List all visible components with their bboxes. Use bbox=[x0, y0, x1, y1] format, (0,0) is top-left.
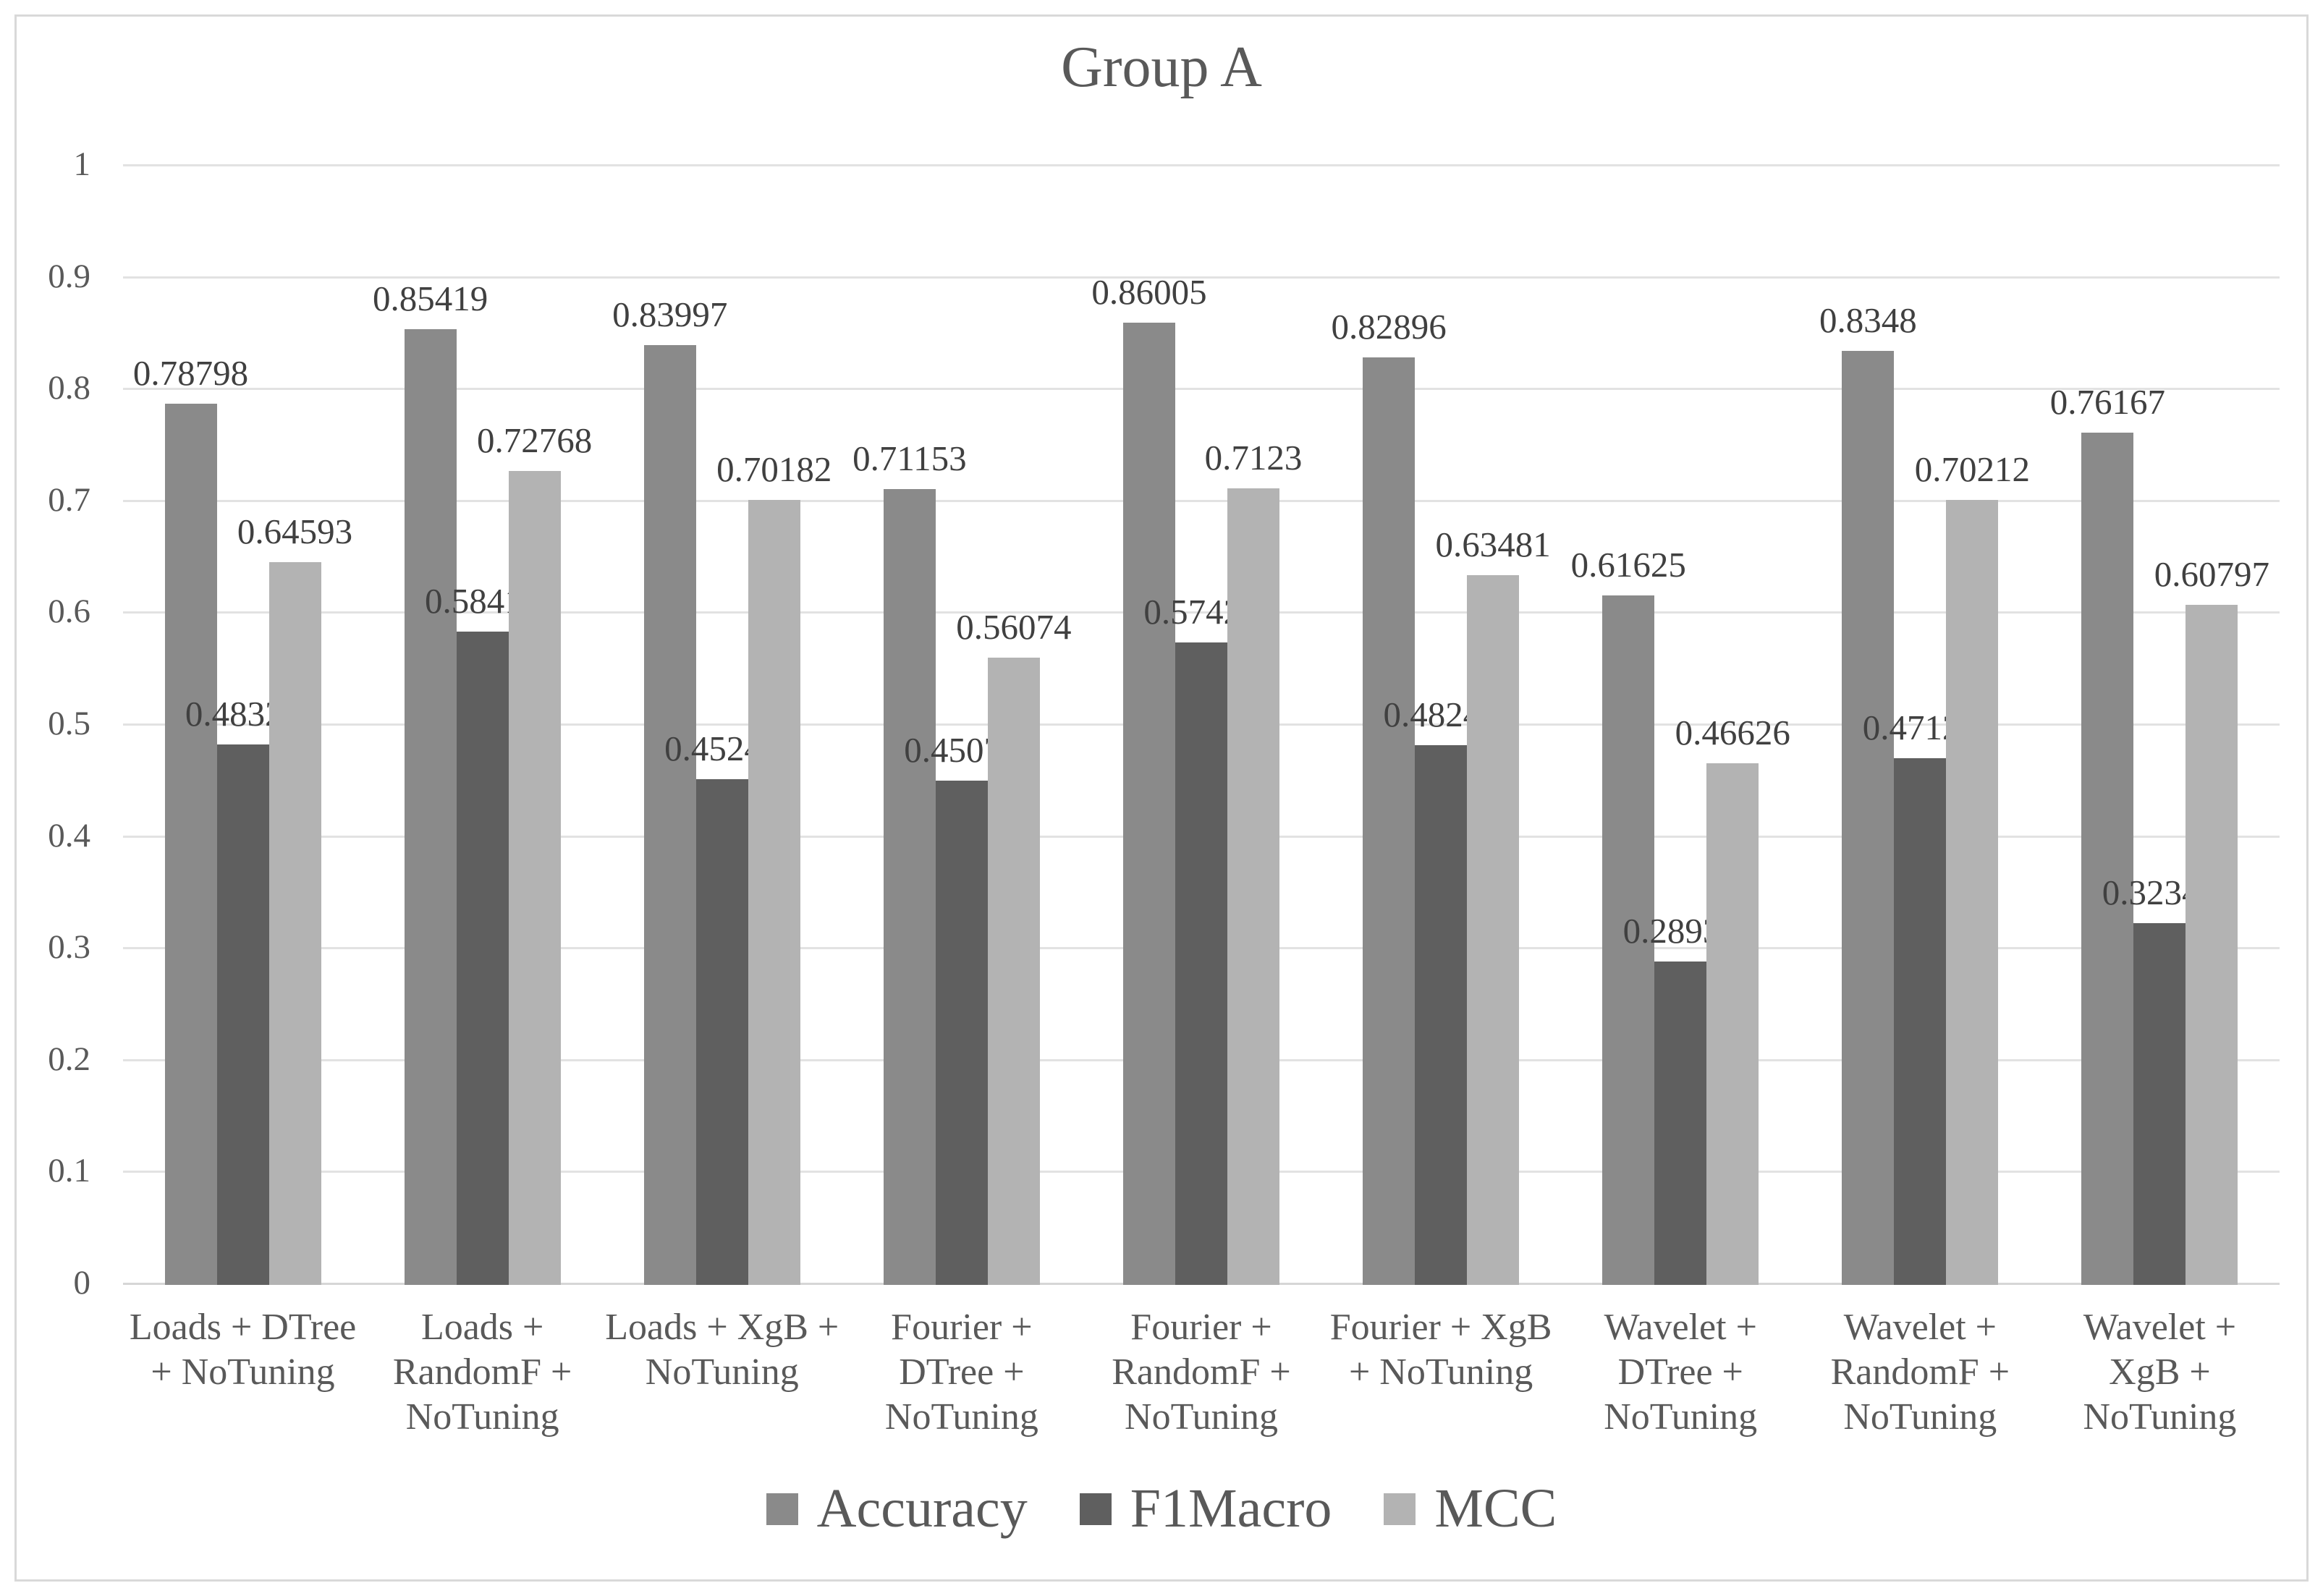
bar-accuracy-4: 0.71153 bbox=[852, 438, 967, 1285]
y-tick-label-0.3: 0.3 bbox=[48, 928, 90, 967]
data-label-mcc-1: 0.64593 bbox=[237, 512, 353, 552]
bar-accuracy-8: 0.8348 bbox=[1819, 300, 1917, 1285]
x-category-label-1: Loads + DTree + NoTuning bbox=[129, 1307, 357, 1393]
y-tick-label-0.1: 0.1 bbox=[48, 1152, 90, 1190]
bar-accuracy-6: 0.82896 bbox=[1331, 307, 1447, 1285]
y-tick-label-0: 0 bbox=[73, 1264, 91, 1302]
bar-f1macro-6: 0.48245 bbox=[1383, 695, 1499, 1285]
chart-title: Group A bbox=[1061, 35, 1262, 99]
x-category-label-5: Fourier + RandomF + NoTuning bbox=[1112, 1307, 1291, 1438]
x-category-label-9: Wavelet + XgB + NoTuning bbox=[2083, 1307, 2237, 1438]
gridline-0.6: 0.6 bbox=[48, 593, 2280, 630]
bar-accuracy-7: 0.61625 bbox=[1571, 545, 1686, 1285]
legend-item-mcc: MCC bbox=[1384, 1477, 1557, 1540]
bar-group-4: 0.71153 0.45077 0.56074 bbox=[842, 166, 1081, 1285]
x-category-label-7: Wavelet + DTree + NoTuning bbox=[1604, 1307, 1758, 1438]
y-tick-label-0.8: 0.8 bbox=[48, 369, 90, 407]
bar-mcc-2: 0.72768 bbox=[477, 420, 592, 1285]
plot-area: 0 0.1 0.2 0.3 0.4 0.5 0.6 0.7 0.8 0.9 1 0.78798 0.48… bbox=[48, 145, 2280, 1302]
bar-group-1: 0.78798 0.48325 0.64593 bbox=[123, 166, 363, 1285]
bar-mcc-4: 0.56074 bbox=[956, 607, 1072, 1285]
data-label-mcc-4: 0.56074 bbox=[956, 607, 1072, 648]
legend: Accuracy F1Macro MCC bbox=[0, 1477, 2323, 1540]
bar-accuracy-5: 0.86005 bbox=[1091, 272, 1207, 1285]
data-label-mcc-7: 0.46626 bbox=[1675, 713, 1790, 753]
bar-f1macro-9: 0.32341 bbox=[2102, 873, 2217, 1285]
x-category-label-8: Wavelet + RandomF + NoTuning bbox=[1830, 1307, 2010, 1438]
bar-group-7: 0.61625 0.28933 0.46626 bbox=[1561, 166, 1801, 1285]
bar-mcc-7: 0.46626 bbox=[1675, 713, 1790, 1285]
legend-swatch-accuracy bbox=[766, 1493, 798, 1525]
data-label-mcc-6: 0.63481 bbox=[1435, 524, 1551, 564]
data-label-accuracy-1: 0.78798 bbox=[132, 352, 249, 393]
data-label-accuracy-4: 0.71153 bbox=[852, 438, 967, 478]
bar-f1macro-4: 0.45077 bbox=[904, 730, 1020, 1285]
data-label-mcc-2: 0.72768 bbox=[477, 420, 593, 461]
data-label-accuracy-7: 0.61625 bbox=[1570, 545, 1686, 585]
data-label-accuracy-6: 0.82896 bbox=[1331, 307, 1447, 347]
bar-group-3: 0.83997 0.45241 0.70182 bbox=[602, 166, 842, 1285]
legend-swatch-mcc bbox=[1384, 1493, 1416, 1525]
bar-group-8: 0.8348 0.47122 0.70212 bbox=[1801, 166, 2040, 1285]
bar-mcc-3: 0.70182 bbox=[716, 449, 832, 1285]
bar-mcc-8: 0.70212 bbox=[1915, 449, 2030, 1285]
bar-f1macro-8: 0.47122 bbox=[1863, 708, 1978, 1285]
gridline-0.8: 0.8 bbox=[48, 369, 2280, 407]
x-category-label-2: Loads + RandomF + NoTuning bbox=[392, 1307, 572, 1438]
bar-mcc-6: 0.63481 bbox=[1435, 525, 1551, 1285]
bar-f1macro-5: 0.57421 bbox=[1143, 592, 1259, 1285]
bar-group-2: 0.85419 0.58415 0.72768 bbox=[363, 166, 602, 1285]
bar-group-6: 0.82896 0.48245 0.63481 bbox=[1321, 166, 1561, 1285]
data-label-mcc-8: 0.70212 bbox=[1914, 449, 2030, 489]
legend-label-mcc: MCC bbox=[1434, 1478, 1557, 1539]
y-tick-label-0.4: 0.4 bbox=[48, 816, 90, 854]
data-label-accuracy-2: 0.85419 bbox=[373, 279, 488, 319]
bar-f1macro-1: 0.48325 bbox=[185, 694, 300, 1285]
bar-accuracy-1: 0.78798 bbox=[133, 353, 248, 1285]
y-tick-label-0.2: 0.2 bbox=[48, 1040, 90, 1078]
bar-mcc-1: 0.64593 bbox=[237, 512, 352, 1285]
y-tick-label-0.9: 0.9 bbox=[48, 257, 90, 295]
bar-accuracy-9: 0.76167 bbox=[2050, 382, 2165, 1285]
data-label-accuracy-3: 0.83997 bbox=[612, 294, 728, 335]
bar-accuracy-2: 0.85419 bbox=[373, 279, 488, 1285]
x-category-label-6: Fourier + XgB + NoTuning bbox=[1329, 1307, 1552, 1393]
legend-label-f1macro: F1Macro bbox=[1130, 1478, 1332, 1539]
bar-accuracy-3: 0.83997 bbox=[612, 294, 727, 1285]
y-tick-label-0.5: 0.5 bbox=[48, 705, 90, 742]
x-category-label-4: Fourier + DTree + NoTuning bbox=[884, 1307, 1038, 1438]
bar-f1macro-7: 0.28933 bbox=[1623, 911, 1738, 1285]
legend-label-accuracy: Accuracy bbox=[816, 1478, 1028, 1539]
data-label-accuracy-5: 0.86005 bbox=[1091, 272, 1207, 313]
bar-group-9: 0.76167 0.32341 0.60797 bbox=[2040, 166, 2280, 1285]
y-tick-label-0.7: 0.7 bbox=[48, 480, 90, 519]
x-category-label-3: Loads + XgB + NoTuning bbox=[605, 1307, 839, 1393]
x-axis-labels: Loads + DTree + NoTuning Loads + RandomF … bbox=[123, 1305, 2280, 1440]
legend-swatch-f1macro bbox=[1079, 1493, 1112, 1525]
bar-group-5: 0.86005 0.57421 0.7123 bbox=[1081, 166, 1321, 1285]
bar-f1macro-3: 0.45241 bbox=[664, 729, 779, 1285]
bar-groups: 0.78798 0.48325 0.64593 0.85419 0.58415 0.727… bbox=[123, 166, 2280, 1285]
data-label-accuracy-8: 0.8348 bbox=[1819, 300, 1917, 341]
y-tick-label-1: 1 bbox=[73, 145, 91, 183]
data-label-mcc-5: 0.7123 bbox=[1204, 437, 1303, 477]
data-label-mcc-3: 0.70182 bbox=[716, 449, 832, 489]
data-label-accuracy-9: 0.76167 bbox=[2049, 382, 2166, 423]
legend-item-accuracy: Accuracy bbox=[766, 1477, 1028, 1540]
gridline-1: 1 bbox=[74, 145, 2280, 183]
legend-item-f1macro: F1Macro bbox=[1079, 1477, 1332, 1540]
bar-mcc-5: 0.7123 bbox=[1205, 438, 1302, 1285]
data-label-mcc-9: 0.60797 bbox=[2154, 554, 2270, 595]
gridline-0.9: 0.9 bbox=[48, 258, 2280, 295]
bar-f1macro-2: 0.58415 bbox=[425, 581, 540, 1285]
bar-mcc-9: 0.60797 bbox=[2154, 554, 2269, 1285]
y-tick-label-0.6: 0.6 bbox=[48, 593, 90, 631]
gridline-0.7: 0.7 bbox=[48, 481, 2280, 519]
